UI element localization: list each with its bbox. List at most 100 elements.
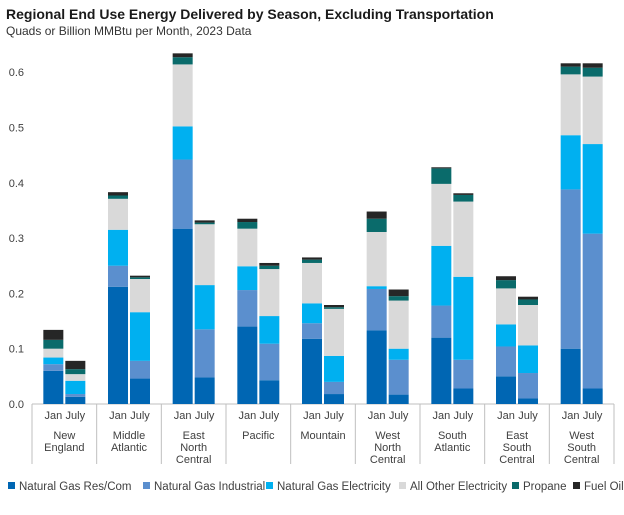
- bar-segment: [518, 345, 538, 374]
- bar-segment: [518, 373, 538, 399]
- x-tick-label-region: Central: [370, 454, 405, 466]
- bar-segment: [194, 220, 215, 223]
- x-tick-label-month: July: [130, 410, 150, 422]
- bar-segment: [259, 343, 280, 381]
- legend-label: Fuel Oil: [584, 481, 624, 493]
- bar-segment: [518, 398, 538, 404]
- x-tick-label-month: July: [583, 410, 603, 422]
- legend-label: Propane: [523, 481, 566, 493]
- legend-label: Natural Gas Industrial: [154, 481, 265, 493]
- bar-segment: [302, 323, 322, 339]
- bar-segment: [237, 326, 258, 404]
- x-tick-label-region: East: [506, 430, 528, 442]
- x-tick-label-region: East: [183, 430, 205, 442]
- bar-segment: [237, 290, 258, 327]
- bar-segment: [582, 233, 603, 389]
- legend-swatch: [512, 482, 519, 489]
- bar-segment: [431, 305, 452, 338]
- bar-segment: [431, 245, 452, 306]
- bar-segment: [237, 222, 258, 229]
- bar-segment: [108, 265, 128, 287]
- bar-segment: [496, 276, 516, 281]
- bar-segment: [518, 304, 538, 346]
- bar-segment: [366, 330, 387, 404]
- x-tick-label-month: Jan: [109, 410, 127, 422]
- bar-segment: [518, 296, 538, 300]
- y-tick-label: 0.0: [9, 399, 24, 411]
- bar-segment: [366, 231, 387, 287]
- bar-segment: [108, 286, 128, 404]
- x-tick-label-region: North: [374, 442, 401, 454]
- x-tick-label-region: South: [567, 442, 596, 454]
- bar-segment: [43, 357, 64, 365]
- bar-segment: [582, 63, 603, 68]
- bar-segment: [560, 135, 581, 190]
- legend-swatch: [266, 482, 273, 489]
- x-tick-label-region: Atlantic: [111, 442, 148, 454]
- chart-subtitle: Quads or Billion MMBtu per Month, 2023 D…: [6, 24, 252, 38]
- x-tick-label-region: Central: [176, 454, 211, 466]
- bar-segment: [237, 266, 258, 291]
- bar-segment: [302, 303, 322, 324]
- bar-segment: [560, 74, 581, 136]
- bar-segment: [172, 228, 193, 404]
- bar-segment: [194, 222, 215, 225]
- bar-segment: [324, 307, 344, 309]
- x-tick-label-month: Jan: [238, 410, 256, 422]
- bar-segment: [65, 380, 86, 395]
- bar-segment: [108, 195, 128, 199]
- x-tick-label-region: West: [569, 430, 594, 442]
- bar-segment: [194, 377, 215, 404]
- x-tick-label-month: July: [195, 410, 215, 422]
- bar-segment: [388, 296, 409, 301]
- bar-segment: [130, 312, 150, 361]
- x-tick-label-month: Jan: [432, 410, 450, 422]
- bar-segment: [560, 189, 581, 349]
- x-tick-label-month: Jan: [562, 410, 580, 422]
- bar-segment: [388, 300, 409, 349]
- x-tick-label-region: England: [44, 442, 84, 454]
- y-tick-label: 0.2: [9, 288, 24, 300]
- x-tick-label-region: North: [180, 442, 207, 454]
- bar-segment: [496, 346, 516, 377]
- bar-segment: [582, 144, 603, 234]
- x-tick-label-month: Jan: [303, 410, 321, 422]
- bar-segment: [453, 193, 474, 195]
- bar-segment: [302, 257, 322, 260]
- bar-segment: [560, 348, 581, 404]
- bar-segment: [237, 228, 258, 267]
- x-tick-label-month: Jan: [174, 410, 192, 422]
- bar-segment: [496, 324, 516, 347]
- bar-segment: [172, 64, 193, 127]
- bar-segment: [431, 337, 452, 404]
- x-tick-label-region: South: [438, 430, 467, 442]
- bar-segment: [108, 229, 128, 266]
- bar-segment: [43, 364, 64, 371]
- bar-segment: [582, 76, 603, 145]
- bar-segment: [560, 63, 581, 67]
- bar-segment: [388, 359, 409, 395]
- x-tick-label-region: Central: [564, 454, 599, 466]
- bar-segment: [259, 262, 280, 266]
- bar-segment: [518, 299, 538, 305]
- x-tick-label-month: Jan: [44, 410, 62, 422]
- bar-segment: [43, 329, 64, 340]
- x-tick-label-region: Pacific: [242, 430, 275, 442]
- bar-segment: [324, 355, 344, 382]
- bar-segment: [259, 380, 280, 404]
- bar-segment: [366, 286, 387, 289]
- bar-segment: [259, 265, 280, 270]
- x-tick-label-month: Jan: [497, 410, 515, 422]
- x-tick-label-region: Middle: [113, 430, 145, 442]
- bar-segment: [65, 369, 86, 375]
- bar-segment: [388, 348, 409, 360]
- bar-segment: [130, 279, 150, 313]
- y-tick-label: 0.3: [9, 233, 24, 245]
- bar-segment: [431, 167, 452, 169]
- bar-segment: [560, 66, 581, 75]
- bar-segment: [172, 53, 193, 58]
- bar-segment: [172, 159, 193, 229]
- bar-segment: [302, 262, 322, 304]
